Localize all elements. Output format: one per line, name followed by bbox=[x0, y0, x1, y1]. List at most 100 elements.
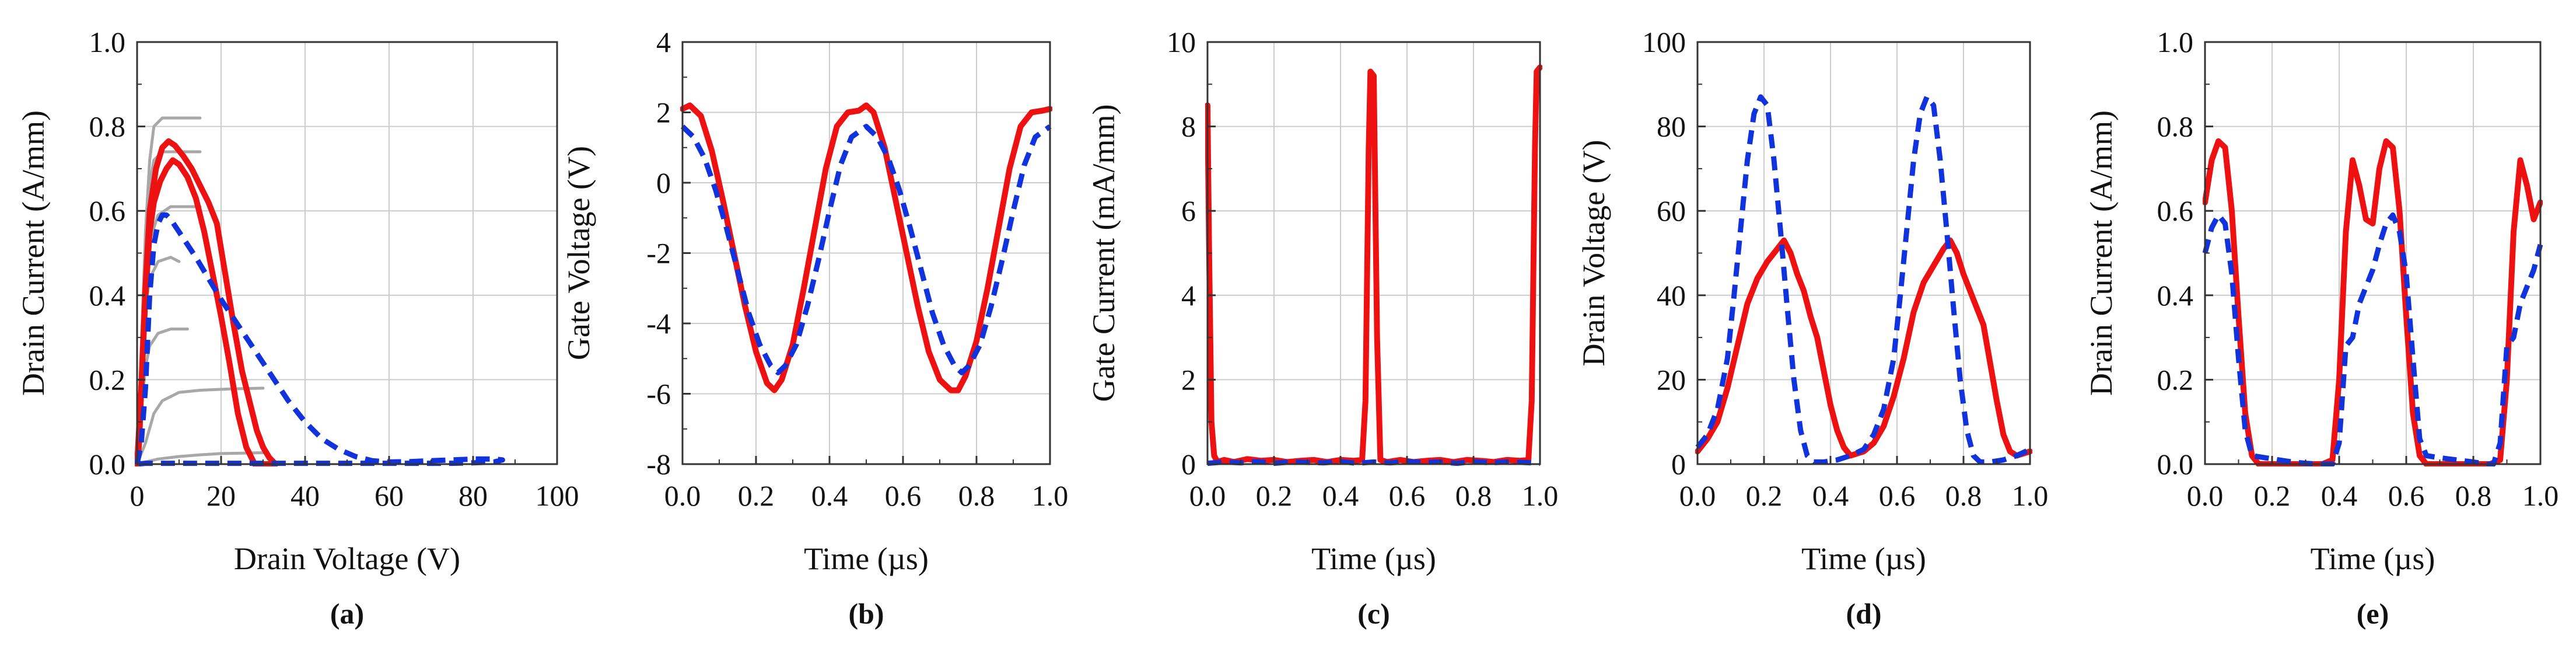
chart-panel-5: 0.0 0.2 0.4 0.6 0.8 1.0 0.0 0.2 0.4 0.6 0.8 1.0 Time… bbox=[2084, 26, 2558, 630]
x-axis-title: Time (µs) bbox=[1801, 541, 1926, 576]
y-tick-label: 0.0 bbox=[89, 448, 126, 480]
panel-label: (d) bbox=[1846, 597, 1881, 630]
series-simulated-line bbox=[1695, 94, 2031, 465]
series-simulated-line bbox=[2203, 212, 2543, 466]
series-measured-line bbox=[135, 157, 279, 466]
chart-panel-1: 0 20 40 60 80 100 0.0 0.2 0.4 0.6 0.8 1.0 Drain Volt… bbox=[16, 26, 579, 630]
series-simulated-line bbox=[135, 212, 505, 466]
y-tick-label: 0.0 bbox=[2157, 448, 2194, 480]
grid bbox=[1698, 42, 2030, 464]
y-tick-label: 0.8 bbox=[2157, 110, 2194, 143]
chart-panel-2: 0.0 0.2 0.4 0.6 0.8 1.0 -8 -6 -4 -2 0 2 4 Time (µs) Ga… bbox=[561, 26, 1068, 630]
x-tick-label: 0.2 bbox=[2254, 479, 2291, 512]
x-tick-label: 0.4 bbox=[1322, 479, 1359, 512]
series-group bbox=[2203, 138, 2543, 466]
y-tick-label: -8 bbox=[646, 448, 671, 480]
x-tick-label: 0.2 bbox=[1746, 479, 1783, 512]
y-tick-label: 2 bbox=[1181, 363, 1196, 396]
series-group bbox=[680, 102, 1052, 393]
chart-panel-4: 0.0 0.2 0.4 0.6 0.8 1.0 0 20 40 60 80 100 Time (µs) D… bbox=[1576, 26, 2048, 630]
y-axis-title: Gate Voltage (V) bbox=[561, 146, 596, 360]
x-tick-label: 60 bbox=[374, 479, 404, 512]
x-axis-title: Drain Voltage (V) bbox=[234, 541, 460, 576]
panel-label: (c) bbox=[1357, 597, 1390, 630]
grid bbox=[137, 42, 557, 464]
series-group bbox=[135, 116, 505, 466]
y-tick-label: -6 bbox=[646, 378, 671, 410]
y-tick-label: 0.6 bbox=[2157, 194, 2194, 227]
y-tick-label: -2 bbox=[646, 237, 671, 270]
series-measured-line bbox=[680, 102, 1052, 393]
x-tick-label: 1.0 bbox=[2012, 479, 2049, 512]
y-tick-label: 80 bbox=[1657, 110, 1686, 143]
x-tick-label: 0 bbox=[130, 479, 145, 512]
y-tick-label: 4 bbox=[656, 26, 671, 58]
grid bbox=[682, 42, 1050, 464]
plot-frame bbox=[136, 41, 558, 465]
x-axis-title: Time (µs) bbox=[2311, 541, 2435, 576]
x-tick-label: 0.4 bbox=[1812, 479, 1849, 512]
y-tick-label: 0.8 bbox=[89, 110, 126, 143]
y-axis-title: Drain Voltage (V) bbox=[1576, 140, 1611, 367]
y-axis-title: Drain Current (A/mm) bbox=[2084, 110, 2119, 396]
x-tick-label: 0.8 bbox=[1455, 479, 1492, 512]
y-axis-title: Gate Current (mA/mm) bbox=[1086, 104, 1121, 402]
series-measured-line bbox=[135, 138, 279, 466]
y-tick-label: 60 bbox=[1657, 194, 1686, 227]
x-tick-label: 0.0 bbox=[1679, 479, 1716, 512]
x-tick-label: 1.0 bbox=[1032, 479, 1069, 512]
x-tick-label: 0.4 bbox=[2321, 479, 2358, 512]
y-tick-label: 2 bbox=[656, 96, 671, 129]
y-tick-label: 1.0 bbox=[2157, 26, 2194, 58]
grid bbox=[2205, 42, 2540, 464]
y-tick-label: -4 bbox=[646, 307, 671, 340]
x-tick-label: 0.6 bbox=[2388, 479, 2425, 512]
y-tick-label: 40 bbox=[1657, 279, 1686, 312]
y-tick-label: 10 bbox=[1167, 26, 1196, 58]
series-measured-line bbox=[1695, 237, 2032, 459]
x-tick-label: 0.0 bbox=[1189, 479, 1226, 512]
chart-panel-3: 0.0 0.2 0.4 0.6 0.8 1.0 0 2 4 6 8 10 Time (µs) Gate C… bbox=[1086, 26, 1558, 630]
y-tick-label: 8 bbox=[1181, 110, 1196, 143]
y-tick-label: 4 bbox=[1181, 279, 1196, 312]
x-axis-title: Time (µs) bbox=[1311, 541, 1436, 576]
y-tick-label: 0.4 bbox=[89, 279, 126, 312]
panel-label: (b) bbox=[848, 597, 884, 630]
x-tick-label: 100 bbox=[536, 479, 579, 512]
series-measured-line bbox=[2203, 138, 2543, 466]
x-tick-label: 0.8 bbox=[2455, 479, 2492, 512]
panel-label: (e) bbox=[2357, 597, 2389, 630]
y-tick-label: 20 bbox=[1657, 363, 1686, 396]
y-tick-label: 0.2 bbox=[89, 363, 126, 396]
series-simulated-line bbox=[680, 124, 1052, 375]
x-tick-label: 80 bbox=[459, 479, 488, 512]
x-tick-label: 0.2 bbox=[738, 479, 775, 512]
x-tick-label: 0.2 bbox=[1256, 479, 1293, 512]
y-tick-label: 0 bbox=[1671, 448, 1686, 480]
y-tick-label: 0.4 bbox=[2157, 279, 2194, 312]
series-group bbox=[1695, 94, 2032, 465]
x-tick-label: 0.8 bbox=[1945, 479, 1982, 512]
y-axis-title: Drain Current (A/mm) bbox=[16, 110, 51, 396]
panel-label: (a) bbox=[330, 597, 364, 630]
series-iv-curve-line bbox=[135, 451, 265, 466]
plot-frame bbox=[2204, 41, 2542, 465]
y-tick-label: 100 bbox=[1642, 26, 1686, 58]
x-tick-label: 0.6 bbox=[1389, 479, 1426, 512]
y-tick-label: 1.0 bbox=[89, 26, 126, 58]
y-tick-label: 0.2 bbox=[2157, 363, 2194, 396]
y-tick-label: 0 bbox=[656, 166, 671, 199]
x-tick-label: 1.0 bbox=[2522, 479, 2559, 512]
x-axis-title: Time (µs) bbox=[804, 541, 929, 576]
x-tick-label: 40 bbox=[290, 479, 320, 512]
y-tick-label: 6 bbox=[1181, 194, 1196, 227]
x-tick-label: 1.0 bbox=[1522, 479, 1559, 512]
x-tick-label: 0.4 bbox=[811, 479, 848, 512]
x-tick-label: 0.0 bbox=[664, 479, 701, 512]
x-tick-label: 0.6 bbox=[1879, 479, 1916, 512]
plot-frame bbox=[1696, 41, 2031, 465]
series-iv-curve-line bbox=[135, 386, 265, 466]
y-tick-label: 0.6 bbox=[89, 194, 126, 227]
x-tick-label: 0.0 bbox=[2187, 479, 2224, 512]
